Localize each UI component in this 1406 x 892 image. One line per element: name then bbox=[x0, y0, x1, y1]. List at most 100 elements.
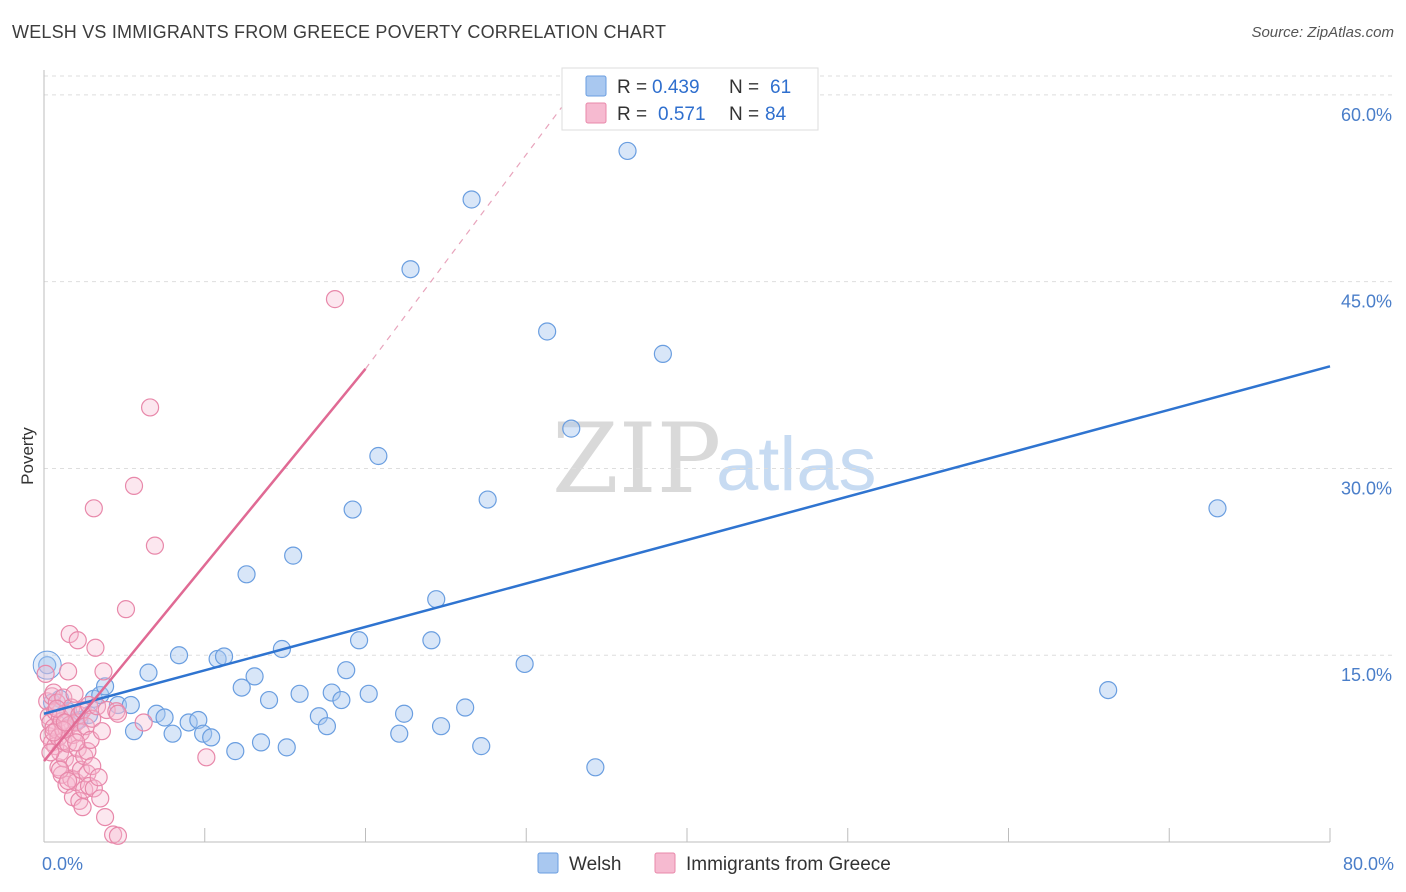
point-greece bbox=[59, 771, 78, 791]
points-welsh bbox=[32, 141, 1227, 777]
x-tick-label-min: 0.0% bbox=[42, 854, 83, 874]
point-welsh bbox=[232, 678, 251, 697]
point-greece bbox=[86, 638, 105, 657]
point-greece bbox=[36, 664, 55, 684]
point-greece bbox=[84, 779, 103, 798]
legend-n-greece: 84 bbox=[765, 104, 787, 125]
point-welsh bbox=[562, 419, 581, 438]
legend-swatch-welsh bbox=[585, 75, 607, 97]
legend-r-welsh: 0.439 bbox=[652, 77, 700, 98]
point-welsh bbox=[290, 684, 309, 703]
bottom-legend-label-welsh: Welsh bbox=[569, 854, 621, 875]
point-welsh bbox=[189, 710, 208, 730]
point-greece bbox=[116, 600, 136, 619]
point-welsh bbox=[139, 663, 158, 682]
point-welsh bbox=[202, 728, 221, 747]
point-greece bbox=[95, 807, 115, 827]
point-welsh bbox=[586, 758, 605, 777]
point-greece bbox=[140, 398, 160, 417]
point-welsh bbox=[401, 260, 420, 279]
x-tick-label-max: 80.0% bbox=[1343, 854, 1394, 874]
point-welsh bbox=[390, 724, 409, 743]
point-welsh bbox=[237, 565, 256, 584]
point-greece bbox=[68, 631, 87, 650]
point-welsh bbox=[653, 344, 672, 363]
chart-title: WELSH VS IMMIGRANTS FROM GREECE POVERTY … bbox=[12, 22, 667, 42]
point-greece bbox=[94, 662, 113, 681]
y-axis-title: Poverty bbox=[18, 427, 37, 485]
point-welsh bbox=[226, 742, 245, 761]
point-greece bbox=[84, 499, 103, 518]
point-welsh bbox=[245, 667, 264, 686]
legend-r-greece: 0.571 bbox=[658, 104, 706, 125]
source-label: Source: ZipAtlas.com bbox=[1251, 24, 1394, 41]
point-welsh bbox=[349, 631, 369, 650]
watermark-atlas: atlas bbox=[716, 422, 877, 507]
point-welsh bbox=[251, 733, 271, 752]
point-welsh bbox=[515, 654, 534, 674]
point-greece bbox=[124, 476, 144, 495]
point-welsh bbox=[155, 708, 174, 727]
point-greece bbox=[134, 713, 153, 732]
point-welsh bbox=[337, 661, 356, 680]
point-greece bbox=[197, 748, 216, 767]
trend-line-greece bbox=[43, 368, 367, 762]
point-welsh bbox=[163, 724, 182, 743]
point-welsh bbox=[284, 546, 303, 565]
trend-lines bbox=[43, 106, 1331, 762]
point-greece bbox=[71, 723, 91, 742]
point-welsh bbox=[618, 141, 637, 161]
point-welsh bbox=[394, 704, 414, 723]
point-greece bbox=[73, 798, 92, 817]
trend-line-welsh bbox=[43, 365, 1331, 715]
watermark-zip: ZIP bbox=[552, 403, 721, 515]
point-welsh bbox=[332, 690, 351, 710]
y-tick-label: 45.0% bbox=[1341, 292, 1392, 312]
y-tick-label: 60.0% bbox=[1341, 105, 1392, 125]
point-greece bbox=[108, 826, 128, 845]
x-ticks bbox=[204, 828, 1331, 842]
point-welsh bbox=[369, 446, 388, 466]
point-greece bbox=[92, 722, 111, 741]
legend-n-label-welsh: N = bbox=[729, 77, 759, 98]
point-welsh bbox=[478, 490, 497, 509]
point-welsh bbox=[343, 500, 362, 519]
point-greece bbox=[83, 756, 102, 776]
legend: R = 0.439 N = 61 R = 0.571 N = 84 bbox=[561, 67, 819, 131]
bottom-legend-swatch-greece bbox=[654, 852, 676, 874]
point-greece bbox=[91, 789, 110, 808]
point-welsh bbox=[1099, 680, 1118, 700]
legend-r-label-greece: R = bbox=[617, 104, 647, 125]
point-welsh bbox=[472, 737, 491, 756]
point-welsh bbox=[359, 684, 378, 703]
point-greece bbox=[59, 662, 78, 681]
point-greece bbox=[65, 684, 84, 703]
trend-line-greece-extension bbox=[365, 106, 563, 370]
bottom-legend-label-greece: Immigrants from Greece bbox=[686, 854, 891, 875]
point-greece bbox=[145, 536, 165, 555]
legend-r-label-welsh: R = bbox=[617, 77, 647, 98]
point-welsh bbox=[259, 690, 279, 710]
y-tick-label: 15.0% bbox=[1341, 665, 1392, 685]
point-greece bbox=[55, 713, 74, 732]
point-welsh bbox=[456, 698, 475, 717]
point-welsh bbox=[277, 738, 296, 757]
point-greece bbox=[108, 704, 128, 723]
legend-swatch-greece bbox=[585, 102, 607, 124]
legend-n-label-greece: N = bbox=[729, 104, 759, 125]
point-welsh bbox=[322, 683, 341, 702]
point-greece bbox=[89, 768, 108, 787]
point-greece bbox=[97, 700, 116, 720]
point-welsh bbox=[431, 717, 451, 736]
point-welsh bbox=[462, 190, 481, 209]
points-greece bbox=[36, 290, 345, 845]
bottom-legend: Welsh Immigrants from Greece bbox=[537, 852, 891, 875]
point-greece bbox=[67, 733, 86, 752]
point-welsh bbox=[169, 646, 189, 665]
point-welsh bbox=[1208, 499, 1227, 518]
point-welsh bbox=[317, 717, 337, 736]
watermark: ZIP atlas bbox=[552, 403, 877, 515]
point-greece bbox=[325, 290, 345, 309]
bottom-legend-swatch-welsh bbox=[537, 852, 559, 874]
